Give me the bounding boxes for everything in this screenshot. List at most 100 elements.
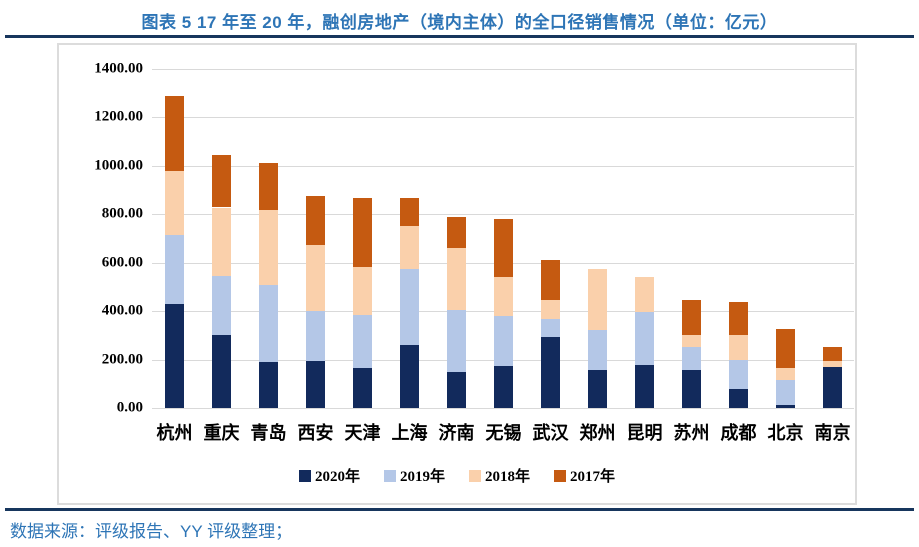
x-axis-label-无锡: 无锡 — [485, 423, 522, 443]
bar-segment-2020年-青岛 — [259, 361, 278, 408]
x-axis-label-天津: 天津 — [344, 423, 381, 443]
legend-label: 2017年 — [570, 469, 616, 485]
y-axis-label: 800.00 — [101, 205, 143, 222]
bar-segment-2020年-西安 — [306, 360, 325, 408]
bar-segment-2019年-上海 — [400, 269, 419, 345]
x-axis-label-郑州: 郑州 — [579, 423, 616, 443]
bar-segment-2017年-无锡 — [494, 218, 513, 277]
x-axis-label-济南: 济南 — [438, 423, 475, 443]
bar-segment-2018年-重庆 — [212, 207, 231, 276]
bar-segment-2018年-济南 — [447, 248, 466, 311]
bar-segment-2020年-郑州 — [588, 369, 607, 408]
gridline — [152, 69, 854, 70]
bar-segment-2017年-杭州 — [165, 95, 184, 171]
bar-segment-2018年-青岛 — [259, 209, 278, 286]
bar-segment-2018年-无锡 — [494, 276, 513, 316]
x-axis-label-昆明: 昆明 — [626, 423, 663, 443]
bar-segment-2019年-郑州 — [588, 329, 607, 370]
legend-swatch-icon — [383, 469, 396, 482]
x-axis-label-杭州: 杭州 — [156, 423, 193, 443]
y-axis-label: 600.00 — [101, 254, 143, 271]
bar-segment-2019年-天津 — [353, 315, 372, 369]
bar-segment-2017年-青岛 — [259, 162, 278, 210]
bar-segment-2019年-成都 — [729, 360, 748, 390]
legend-label: 2020年 — [314, 469, 360, 485]
gridline — [152, 117, 854, 119]
legend-label: 2019年 — [399, 469, 445, 485]
bar-segment-2020年-苏州 — [682, 370, 701, 408]
bar-segment-2019年-重庆 — [212, 275, 231, 336]
bar-segment-2017年-成都 — [729, 302, 748, 336]
bar-segment-2020年-成都 — [729, 389, 748, 408]
bar-segment-2017年-济南 — [447, 217, 466, 249]
bar-segment-2018年-杭州 — [165, 170, 184, 236]
bar-segment-2020年-杭州 — [165, 303, 184, 408]
bar-segment-2018年-成都 — [729, 335, 748, 361]
legend-item-2018年: 2018年 — [469, 465, 530, 486]
bar-segment-2020年-天津 — [353, 368, 372, 408]
bar-segment-2020年-上海 — [400, 344, 419, 408]
bar-segment-2018年-天津 — [353, 266, 372, 316]
y-axis-label: 0.00 — [116, 399, 143, 416]
bar-segment-2017年-上海 — [400, 198, 419, 227]
gridline — [152, 214, 854, 216]
bar-segment-2017年-苏州 — [682, 299, 701, 335]
legend-label: 2018年 — [485, 469, 531, 485]
bar-segment-2020年-南京 — [823, 366, 842, 408]
legend-item-2020年: 2020年 — [298, 465, 360, 486]
top-divider — [5, 35, 914, 38]
bar-segment-2018年-郑州 — [588, 269, 607, 330]
bar-segment-2020年-北京 — [776, 404, 795, 408]
bar-segment-2019年-青岛 — [259, 285, 278, 362]
legend-item-2019年: 2019年 — [383, 465, 445, 486]
legend-item-2017年: 2017年 — [554, 465, 615, 486]
bar-segment-2017年-南京 — [823, 346, 842, 361]
bar-segment-2020年-济南 — [447, 372, 466, 408]
legend-swatch-icon — [469, 469, 481, 482]
bar-segment-2017年-重庆 — [212, 154, 231, 208]
gridline — [152, 165, 854, 167]
x-axis-label-成都: 成都 — [720, 423, 757, 443]
bottom-divider — [5, 508, 914, 511]
bar-segment-2018年-武汉 — [541, 300, 560, 320]
bar-segment-2019年-北京 — [776, 380, 795, 405]
data-source-text: 数据来源：评级报告、YY 评级整理； — [10, 522, 293, 541]
x-axis-label-重庆: 重庆 — [203, 423, 240, 443]
y-axis-label: 400.00 — [101, 302, 143, 319]
bar-segment-2017年-天津 — [353, 198, 372, 267]
chart-title: 图表 5 17 年至 20 年，融创房地产（境内主体）的全口径销售情况（单位：亿… — [141, 13, 778, 32]
bar-segment-2017年-西安 — [306, 195, 325, 246]
bar-segment-2019年-武汉 — [541, 319, 560, 337]
x-axis-label-西安: 西安 — [297, 423, 334, 443]
bar-segment-2019年-昆明 — [635, 312, 654, 365]
bar-segment-2017年-北京 — [776, 328, 795, 368]
chart-frame: 1400.00 1200.00 1000.00 800.00 600.00 400.00 2… — [57, 43, 857, 505]
bar-segment-2020年-无锡 — [494, 365, 513, 408]
bar-segment-2019年-杭州 — [165, 235, 184, 304]
bar-segment-2020年-武汉 — [541, 336, 560, 408]
bar-segment-2019年-无锡 — [494, 315, 513, 366]
y-axis-label: 1200.00 — [94, 108, 143, 125]
bar-segment-2020年-重庆 — [212, 335, 231, 408]
gridline — [152, 408, 854, 409]
bar-segment-2018年-西安 — [306, 245, 325, 312]
x-axis-label-苏州: 苏州 — [673, 423, 710, 443]
x-axis-label-青岛: 青岛 — [250, 423, 287, 443]
bar-segment-2018年-苏州 — [682, 334, 701, 347]
bar-segment-2017年-武汉 — [541, 260, 560, 301]
bar-segment-2018年-上海 — [400, 226, 419, 270]
bar-segment-2019年-西安 — [306, 311, 325, 361]
legend-swatch-icon — [554, 469, 567, 482]
bar-segment-2018年-昆明 — [635, 276, 654, 313]
x-axis-label-武汉: 武汉 — [532, 423, 569, 443]
x-axis-label-北京: 北京 — [767, 423, 804, 443]
bar-segment-2020年-昆明 — [635, 364, 654, 408]
y-axis-label: 200.00 — [101, 351, 143, 368]
bar-segment-2019年-济南 — [447, 310, 466, 373]
bar-segment-2019年-苏州 — [682, 346, 701, 371]
legend-swatch-icon — [298, 469, 311, 482]
x-axis-label-上海: 上海 — [391, 423, 428, 443]
bar-segment-2018年-北京 — [776, 367, 795, 381]
bar-segment-2018年-南京 — [823, 360, 842, 367]
y-axis-label: 1400.00 — [94, 60, 143, 77]
